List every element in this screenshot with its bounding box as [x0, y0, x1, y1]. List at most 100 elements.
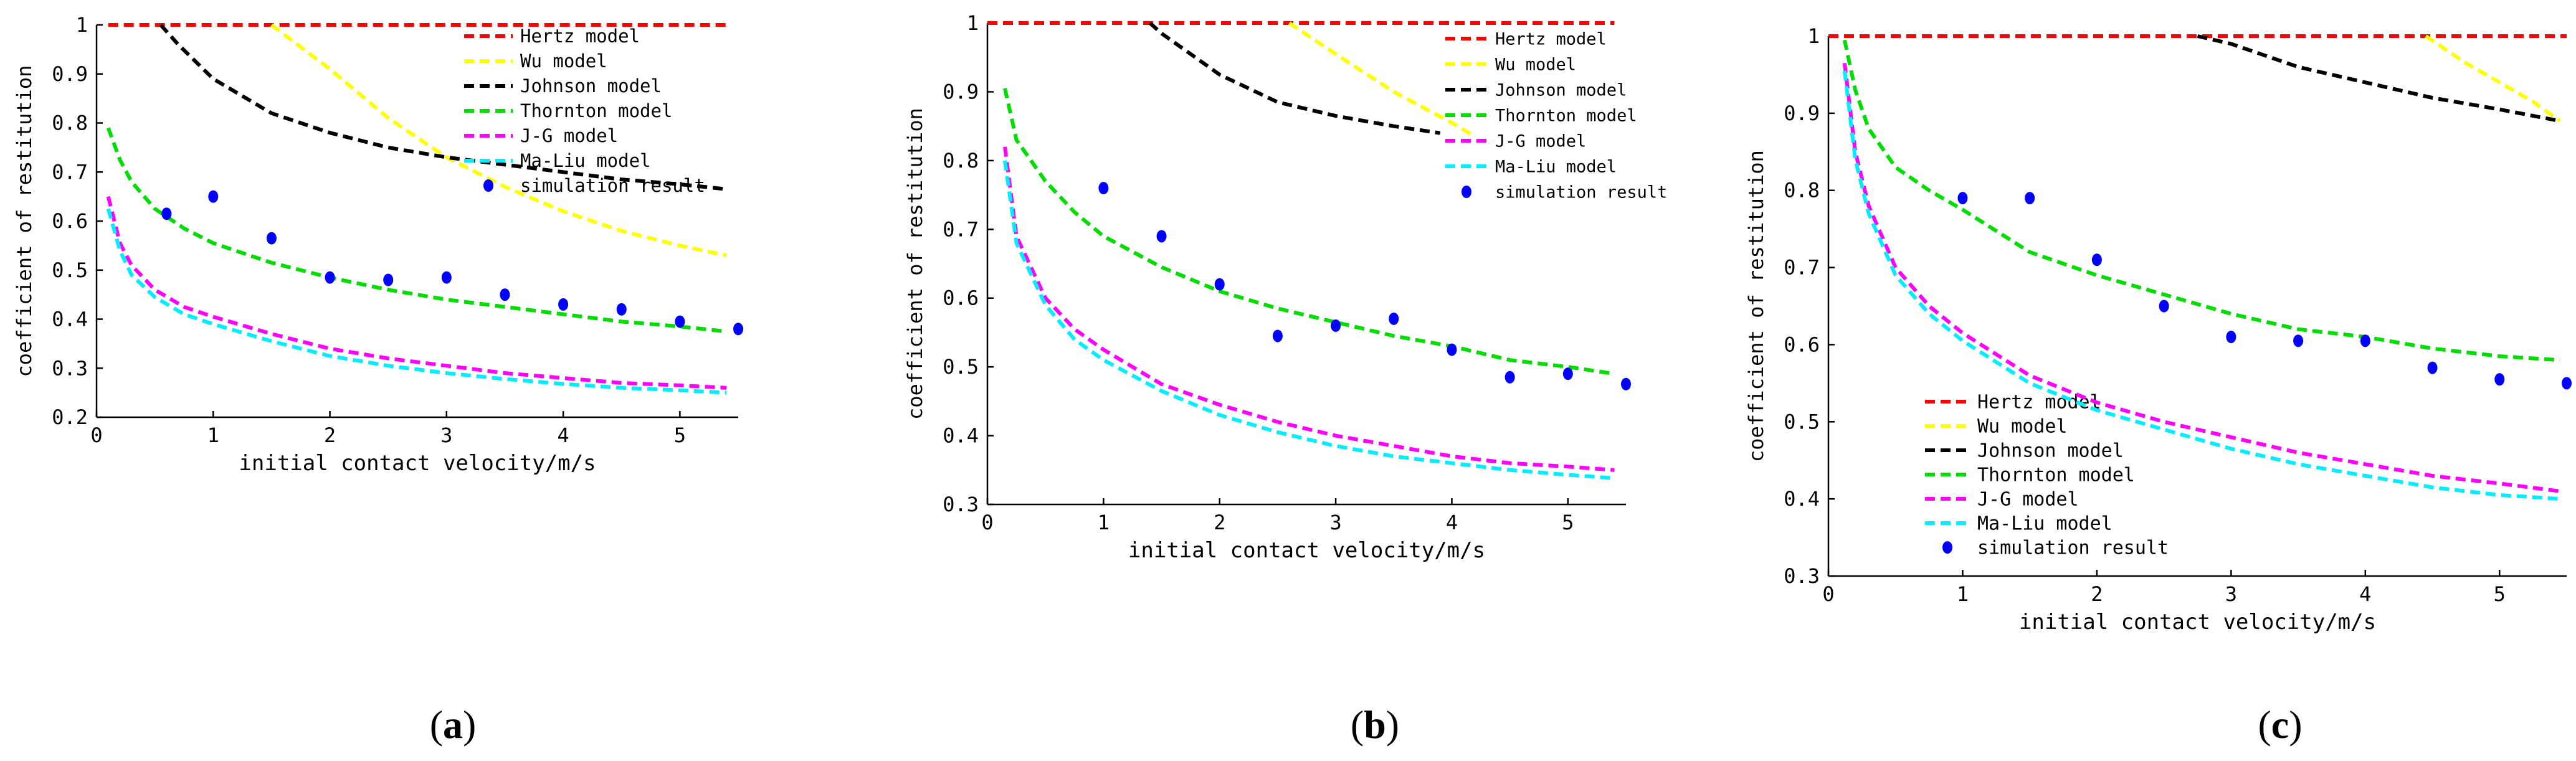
legend-label-johnson: Johnson model [1495, 80, 1627, 100]
legend-label-wu: Wu model [520, 50, 607, 72]
series-line-johnson [159, 24, 727, 191]
data-point-simulation [441, 271, 452, 284]
y-tick-label: 0.4 [52, 308, 88, 331]
series-line-maliu [106, 208, 727, 395]
x-tick-label: 2 [324, 423, 336, 447]
caption-open-paren: ( [2258, 702, 2271, 747]
x-axis-label: initial contact velocity/m/s [239, 451, 596, 476]
panel-caption: (a) [430, 702, 477, 747]
legend-label-johnson: Johnson model [520, 75, 662, 97]
chart-panel-a: 0 1 2 3 4 5 0.2 0.3 0.4 0.5 0.6 0.7 0.8 0.9 1 initial c… [12, 13, 743, 747]
data-point-simulation [2091, 253, 2102, 267]
y-tick-label: 0.7 [52, 160, 88, 184]
data-point-simulation [2427, 361, 2438, 374]
x-axis-label: initial contact velocity/m/s [2019, 610, 2376, 635]
x-tick-label: 2 [1214, 511, 1225, 534]
data-point-simulation [2293, 334, 2304, 347]
caption-open-paren: ( [1351, 702, 1364, 747]
x-tick-label: 4 [1446, 511, 1458, 534]
data-point-simulation [1447, 343, 1457, 356]
y-tick-label: 0.8 [52, 111, 88, 135]
caption-letter: a [443, 702, 463, 747]
data-point-simulation [2159, 300, 2169, 313]
x-tick-label: 5 [674, 423, 686, 447]
series-line-wu [2425, 34, 2561, 123]
data-point-simulation [1331, 319, 1341, 332]
caption-close-paren: ) [463, 702, 476, 747]
legend-label-maliu: Ma-Liu model [520, 150, 651, 171]
legend-label-thornton: Thornton model [1495, 106, 1637, 125]
y-tick-label: 0.4 [1784, 487, 1820, 511]
y-tick-label: 0.8 [943, 149, 979, 173]
legend-label-thornton: Thornton model [1977, 465, 2135, 486]
x-tick-label: 4 [557, 423, 569, 447]
data-point-simulation [2025, 192, 2035, 205]
legend-label-maliu: Ma-Liu model [1495, 157, 1617, 176]
y-tick-label: 0.3 [1784, 564, 1820, 588]
y-tick-label: 0.9 [943, 80, 979, 103]
y-tick-label: 0.3 [52, 356, 88, 380]
x-tick-label: 5 [2494, 582, 2506, 606]
data-point-simulation [1562, 367, 1573, 380]
y-tick-label: 0.6 [1784, 333, 1820, 356]
series-line-thornton [1003, 88, 1615, 376]
data-point-simulation [558, 298, 569, 311]
y-tick-label: 0.5 [1784, 410, 1820, 433]
data-point-simulation [2562, 377, 2572, 390]
panel-caption: (c) [2258, 702, 2302, 747]
legend-label-thornton: Thornton model [520, 100, 672, 121]
x-tick-label: 0 [1822, 582, 1834, 606]
legend-label-jg: J-G model [1977, 489, 2079, 511]
data-point-simulation [1272, 329, 1283, 343]
data-point-simulation [1156, 230, 1167, 243]
x-tick-label: 3 [1329, 511, 1341, 534]
series-line-maliu [1842, 70, 2560, 501]
y-tick-label: 0.9 [1784, 102, 1820, 125]
y-tick-label: 0.9 [52, 62, 88, 86]
series-line-maliu [1003, 160, 1615, 480]
y-tick-label: 0.7 [943, 217, 979, 241]
series-line-jg [1842, 62, 2560, 493]
data-point-simulation [1957, 192, 1968, 205]
series-line-johnson [2197, 34, 2560, 123]
series-line-johnson [1148, 21, 1441, 135]
data-point-simulation [675, 315, 685, 328]
series-line-wu [1288, 21, 1476, 138]
data-point-simulation [733, 323, 743, 336]
legend-label-hertz: Hertz model [1495, 29, 1607, 49]
x-tick-label: 2 [2091, 582, 2103, 606]
x-tick-label: 4 [2359, 582, 2371, 606]
x-tick-label: 5 [1562, 511, 1574, 534]
y-tick-label: 1 [1808, 24, 1820, 48]
caption-letter: b [1364, 702, 1386, 747]
series-line-wu [270, 23, 727, 258]
legend-label-wu: Wu model [1495, 55, 1576, 74]
series-line-jg [106, 196, 727, 390]
legend-label-hertz: Hertz model [520, 26, 640, 47]
y-tick-label: 0.3 [943, 493, 979, 516]
y-tick-label: 0.6 [943, 286, 979, 310]
legend-marker-simulation [1461, 186, 1471, 198]
x-tick-label: 3 [440, 423, 452, 447]
series-line-jg [1003, 146, 1615, 472]
y-tick-label: 0.4 [943, 424, 979, 448]
x-tick-label: 0 [981, 511, 993, 534]
legend-label-jg: J-G model [520, 125, 618, 146]
data-point-simulation [1504, 371, 1515, 384]
legend-label-johnson: Johnson model [1977, 440, 2124, 462]
data-point-simulation [1214, 278, 1225, 291]
data-point-simulation [500, 288, 510, 301]
legend-label-jg: J-G model [1495, 131, 1586, 151]
x-tick-label: 0 [90, 423, 102, 447]
y-tick-label: 0.8 [1784, 179, 1820, 202]
chart-panel-c: 0 1 2 3 4 5 0.3 0.4 0.5 0.6 0.7 0.8 0.9 1 initial cont… [1744, 24, 2572, 747]
data-point-simulation [161, 207, 172, 220]
caption-close-paren: ) [1386, 702, 1399, 747]
x-tick-label: 1 [1098, 511, 1110, 534]
caption-close-paren: ) [2289, 702, 2302, 747]
data-point-simulation [2494, 373, 2505, 386]
data-point-simulation [1621, 377, 1631, 390]
legend-label-simulation: simulation result [520, 175, 705, 196]
y-axis-label: coefficient of restitution [903, 108, 927, 420]
